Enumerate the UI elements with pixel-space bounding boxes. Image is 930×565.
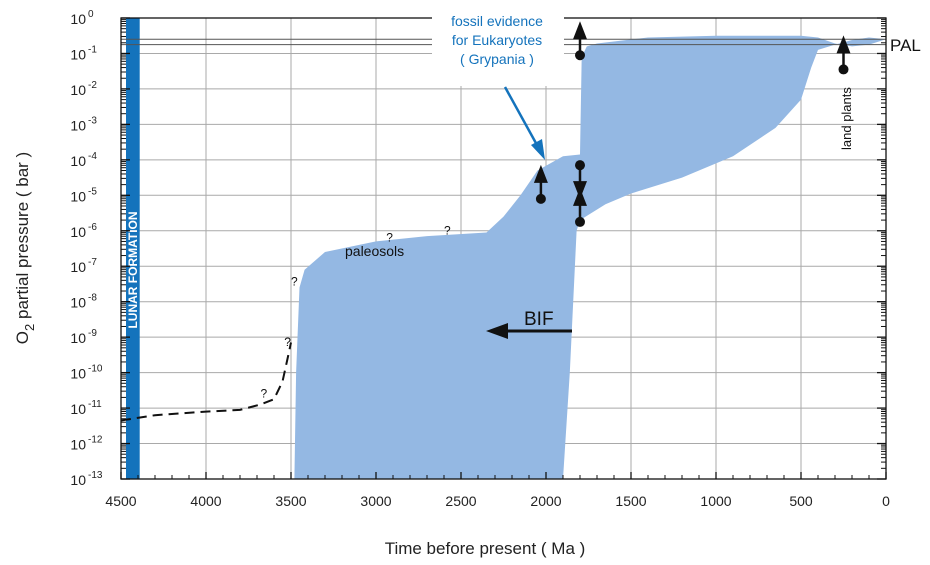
y-tick-label-exponent: -11 <box>88 399 102 410</box>
x-axis-title: Time before present ( Ma ) <box>385 539 586 558</box>
y-axis-title-rest: partial pressure ( bar ) <box>13 152 32 324</box>
y-tick-label: 10 -7 <box>70 257 97 275</box>
fossil-pointer-arrowhead <box>531 139 545 160</box>
lunar-formation-label: LUNAR FORMATION <box>126 211 140 328</box>
y-tick-label-base: 10 <box>70 259 86 275</box>
x-tick-label: 0 <box>882 493 890 509</box>
marker-arrowhead <box>533 164 548 183</box>
y-tick-label-base: 10 <box>70 437 86 453</box>
y-tick-label-exponent: -4 <box>88 151 97 162</box>
y-tick-labels: 10 010 -110 -210 -310 -410 -510 -610 -710 -810 -91… <box>70 9 102 488</box>
x-tick-label: 2500 <box>445 493 476 509</box>
evidence-marker <box>533 164 548 204</box>
y-tick-label-base: 10 <box>70 224 86 240</box>
y-tick-label-exponent: -3 <box>88 115 97 126</box>
bif-label: BIF <box>524 309 554 330</box>
y-tick-label-exponent: -2 <box>88 80 97 91</box>
question-mark: ? <box>260 386 267 400</box>
bif-arrowhead <box>486 323 508 339</box>
fossil-label-background <box>432 10 564 86</box>
y-tick-label: 10 -2 <box>70 80 97 98</box>
marker-dot <box>575 216 585 227</box>
y-tick-label-exponent: -5 <box>88 186 97 197</box>
x-tick-label: 3500 <box>275 493 306 509</box>
marker-dot <box>575 160 585 171</box>
y-tick-label: 10 -8 <box>70 293 97 311</box>
y-tick-label: 10 0 <box>70 9 94 27</box>
evidence-marker <box>836 35 851 75</box>
fossil-label-line-3: ( Grypania ) <box>460 51 534 67</box>
plot-frame <box>120 17 887 480</box>
pal-label: PAL <box>890 36 921 55</box>
x-tick-label: 2000 <box>530 493 561 509</box>
y-tick-label-base: 10 <box>70 188 86 204</box>
early-atmosphere-dashed-line <box>120 342 292 422</box>
fossil-pointer-line <box>503 86 539 146</box>
question-marks: ????? <box>260 223 451 400</box>
x-tick-labels: 4500 4000 3500 3000 2500 2000 1500 1000 500 0 <box>105 493 890 509</box>
x-tick-label: 4500 <box>105 493 136 509</box>
question-mark: ? <box>444 223 451 237</box>
y-axis-title-subscript: 2 <box>22 324 37 331</box>
question-mark: ? <box>386 230 393 244</box>
marker-arrowhead <box>836 35 851 54</box>
y-tick-label-base: 10 <box>70 401 86 417</box>
y-tick-label-exponent: -12 <box>88 435 103 446</box>
y-tick-label: 10 -11 <box>70 399 102 417</box>
y-tick-label-base: 10 <box>70 366 86 382</box>
evidence-markers <box>533 21 851 227</box>
marker-dot <box>838 64 849 75</box>
y-tick-label: 10 -9 <box>70 328 97 346</box>
y-tick-label: 10 -10 <box>70 364 102 382</box>
fossil-label-line-1: fossil evidence <box>451 13 543 29</box>
land-plants-label: land plants <box>839 87 854 150</box>
lunar-formation-bar <box>126 18 140 479</box>
y-axis-title: O2 partial pressure ( bar ) <box>13 152 37 344</box>
y-tick-label-base: 10 <box>70 11 86 27</box>
question-mark: ? <box>284 335 291 349</box>
y-tick-label: 10 -13 <box>70 470 102 488</box>
y-tick-label-base: 10 <box>70 153 86 169</box>
y-tick-label: 10 -4 <box>70 151 97 169</box>
y-tick-label-exponent: 0 <box>88 9 94 20</box>
y-tick-label-base: 10 <box>70 117 86 133</box>
y-tick-label-base: 10 <box>70 330 86 346</box>
paleosols-label: paleosols <box>345 243 404 259</box>
y-tick-label-exponent: -8 <box>88 293 97 304</box>
y-tick-label-base: 10 <box>70 82 86 98</box>
y-tick-label-exponent: -13 <box>88 470 103 481</box>
marker-dot <box>575 50 585 61</box>
y-tick-label-base: 10 <box>70 295 86 311</box>
y-tick-label-base: 10 <box>70 46 86 62</box>
o2-range-band <box>294 35 886 479</box>
annotations: fossil evidence for Eukaryotes ( Grypani… <box>345 10 921 339</box>
y-tick-label: 10 -1 <box>70 44 97 62</box>
y-tick-label: 10 -5 <box>70 186 97 204</box>
y-tick-label: 10 -6 <box>70 222 97 240</box>
x-tick-label: 3000 <box>360 493 391 509</box>
y-tick-label-exponent: -7 <box>88 257 97 268</box>
marker-arrowhead <box>573 21 587 40</box>
evidence-marker <box>573 21 587 61</box>
y-tick-label: 10 -3 <box>70 115 97 133</box>
x-tick-label: 4000 <box>190 493 221 509</box>
x-tick-label: 1500 <box>615 493 646 509</box>
y-tick-label-exponent: -1 <box>88 44 97 55</box>
y-axis-title-main: O <box>13 331 32 344</box>
x-tick-label: 1000 <box>700 493 731 509</box>
y-tick-label-exponent: -6 <box>88 222 97 233</box>
y-tick-label-exponent: -10 <box>88 364 103 375</box>
marker-arrowhead <box>573 187 587 206</box>
question-mark: ? <box>291 275 298 289</box>
x-tick-label: 500 <box>789 493 813 509</box>
evidence-marker <box>573 187 587 227</box>
y-tick-label-exponent: -9 <box>88 328 97 339</box>
fossil-label-line-2: for Eukaryotes <box>452 32 542 48</box>
y-tick-label-base: 10 <box>70 472 86 488</box>
y-tick-label: 10 -12 <box>70 435 102 453</box>
marker-dot <box>535 193 546 204</box>
